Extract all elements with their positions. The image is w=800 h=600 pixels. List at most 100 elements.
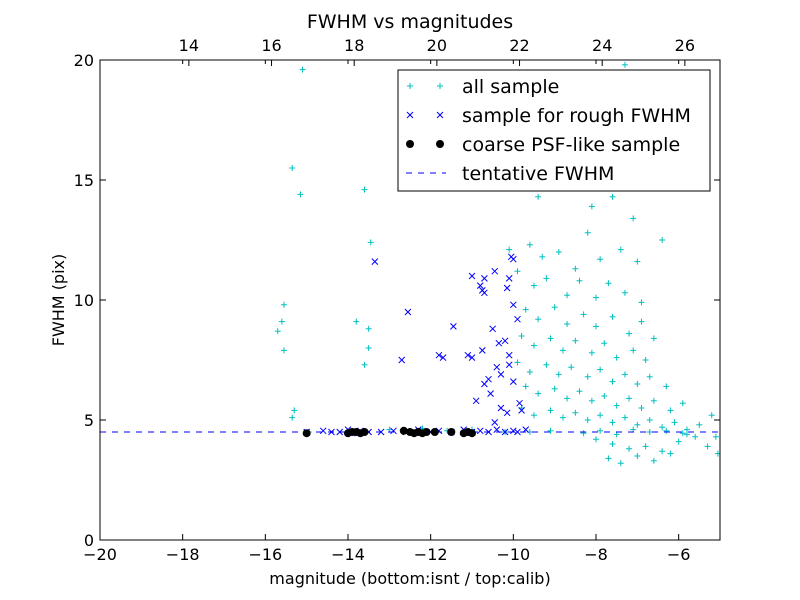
y-tick-label: 10	[74, 291, 94, 310]
coarse-psf-point	[302, 429, 311, 438]
all-sample-point	[667, 450, 674, 457]
all-sample-point	[613, 354, 620, 361]
top-axis-tick-label: 14	[179, 36, 199, 55]
all-sample-point	[526, 369, 533, 375]
rough-fwhm-point	[319, 427, 327, 435]
all-sample-point	[683, 431, 690, 438]
all-sample-point	[539, 253, 546, 260]
rough-fwhm-point	[450, 323, 457, 330]
all-sample-point	[609, 441, 616, 447]
coarse-psf-point	[399, 426, 408, 435]
rough-fwhm-point	[518, 407, 525, 414]
all-sample-point	[576, 388, 583, 395]
all-sample-point	[675, 438, 682, 445]
top-axis-tick-label: 18	[344, 36, 364, 55]
rough-fwhm-point	[476, 282, 484, 289]
all-sample-point	[555, 249, 562, 255]
rough-fwhm-point	[509, 427, 517, 435]
all-sample-point	[634, 453, 641, 459]
all-sample-point	[535, 316, 542, 323]
rough-fwhm-point	[505, 361, 513, 369]
all-sample-point	[663, 427, 670, 434]
rough-fwhm-point	[514, 428, 521, 436]
all-sample-point	[597, 412, 604, 419]
x-tick-label: −16	[248, 545, 282, 564]
all-sample-point	[588, 397, 595, 404]
all-sample-point	[588, 349, 595, 356]
all-sample-point	[642, 357, 649, 363]
all-sample-point	[679, 430, 686, 437]
rough-fwhm-point	[501, 428, 509, 436]
all-sample-point	[650, 457, 657, 464]
rough-fwhm-point	[509, 378, 517, 385]
all-sample-point	[663, 383, 670, 390]
all-sample-point	[543, 361, 550, 368]
all-sample-point	[531, 282, 537, 289]
coarse-psf-point	[468, 429, 476, 438]
rough-fwhm-point	[487, 390, 494, 397]
all-sample-point	[605, 280, 612, 287]
legend-label: coarse PSF-like sample	[462, 134, 680, 156]
all-sample-point	[659, 237, 666, 243]
all-sample-point	[522, 306, 529, 313]
all-sample-point	[535, 390, 542, 397]
all-sample-point	[365, 345, 372, 351]
x-tick-label: −6	[667, 545, 691, 564]
all-sample-point	[609, 378, 616, 385]
all-sample-point	[543, 275, 550, 282]
rough-fwhm-point	[478, 347, 486, 354]
rough-fwhm-point	[472, 397, 480, 405]
rough-fwhm-point	[509, 301, 517, 309]
all-sample-point	[621, 289, 628, 296]
coarse-psf-point	[422, 428, 431, 436]
top-axis-tick-label: 22	[509, 36, 529, 55]
all-sample-point	[634, 381, 641, 387]
all-sample-point	[613, 402, 620, 409]
x-tick-label: −14	[331, 545, 365, 564]
rough-fwhm-point	[516, 399, 523, 407]
all-sample-point	[630, 215, 637, 222]
rough-fwhm-point	[503, 409, 511, 417]
all-sample-point	[572, 409, 579, 416]
all-sample-point	[278, 318, 285, 325]
all-sample-point	[526, 241, 533, 248]
all-sample-point	[646, 429, 653, 435]
x-tick-label: −18	[166, 545, 200, 564]
all-sample-point	[659, 424, 666, 431]
all-sample-point	[593, 436, 599, 443]
rough-fwhm-point	[497, 371, 505, 378]
rough-fwhm-point	[404, 308, 412, 316]
all-sample-point	[572, 337, 579, 344]
rough-fwhm-point	[390, 427, 397, 435]
legend-label: tentative FWHM	[462, 163, 614, 185]
legend-label: all sample	[462, 76, 559, 98]
legend-plus-marker	[407, 83, 443, 89]
legend-dot-marker	[406, 140, 444, 148]
rough-fwhm-point	[336, 428, 344, 436]
rough-fwhm-point	[481, 275, 488, 282]
y-axis-label: FWHM (pix)	[49, 254, 68, 347]
rough-fwhm-point	[514, 315, 521, 323]
all-sample-point	[353, 318, 360, 325]
rough-fwhm-point	[505, 351, 513, 359]
y-tick-label: 15	[74, 171, 94, 190]
rough-fwhm-point	[497, 404, 505, 412]
all-sample-point	[289, 165, 296, 171]
all-sample-point	[584, 229, 591, 236]
all-sample-point	[621, 414, 628, 421]
all-sample-point	[531, 342, 537, 349]
all-sample-point	[291, 407, 298, 414]
legend: all sample sample for rough FWHM coarse …	[397, 69, 711, 192]
rough-fwhm-point	[464, 351, 472, 359]
top-axis-tick-label: 26	[675, 36, 695, 55]
all-sample-point	[634, 258, 641, 265]
all-sample-point	[642, 443, 649, 450]
rough-fwhm-point	[371, 258, 379, 265]
rough-fwhm-point	[493, 363, 501, 371]
top-axis-tick-label: 20	[427, 36, 447, 55]
all-sample-point	[584, 417, 591, 423]
all-sample-point	[568, 364, 575, 371]
all-sample-point	[630, 347, 637, 354]
rough-fwhm-point	[435, 351, 443, 359]
legend-item-tentative-fwhm: tentative FWHM	[406, 163, 614, 185]
